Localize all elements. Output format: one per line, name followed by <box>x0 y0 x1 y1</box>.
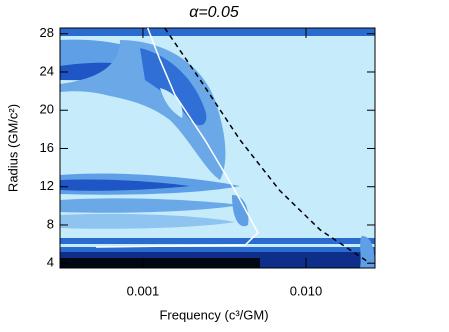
y-tick-label: 28 <box>40 25 54 40</box>
y-tick-label: 4 <box>47 255 54 270</box>
series-line <box>164 27 371 264</box>
x-tick-label: 0.001 <box>127 283 160 298</box>
y-axis-label: Radius (GM/c²) <box>5 104 20 192</box>
y-tick-label: 24 <box>40 63 54 78</box>
chart-title: α=0.05 <box>189 4 239 21</box>
y-tick-label: 12 <box>40 178 54 193</box>
y-tick-label: 8 <box>47 216 54 231</box>
x-axis-label: Frequency (c³/GM) <box>159 307 268 322</box>
heatmap <box>60 28 375 268</box>
x-tick-label: 0.010 <box>290 283 323 298</box>
series-line <box>95 27 259 248</box>
y-tick-label: 20 <box>40 102 54 117</box>
y-tick-label: 16 <box>40 140 54 155</box>
